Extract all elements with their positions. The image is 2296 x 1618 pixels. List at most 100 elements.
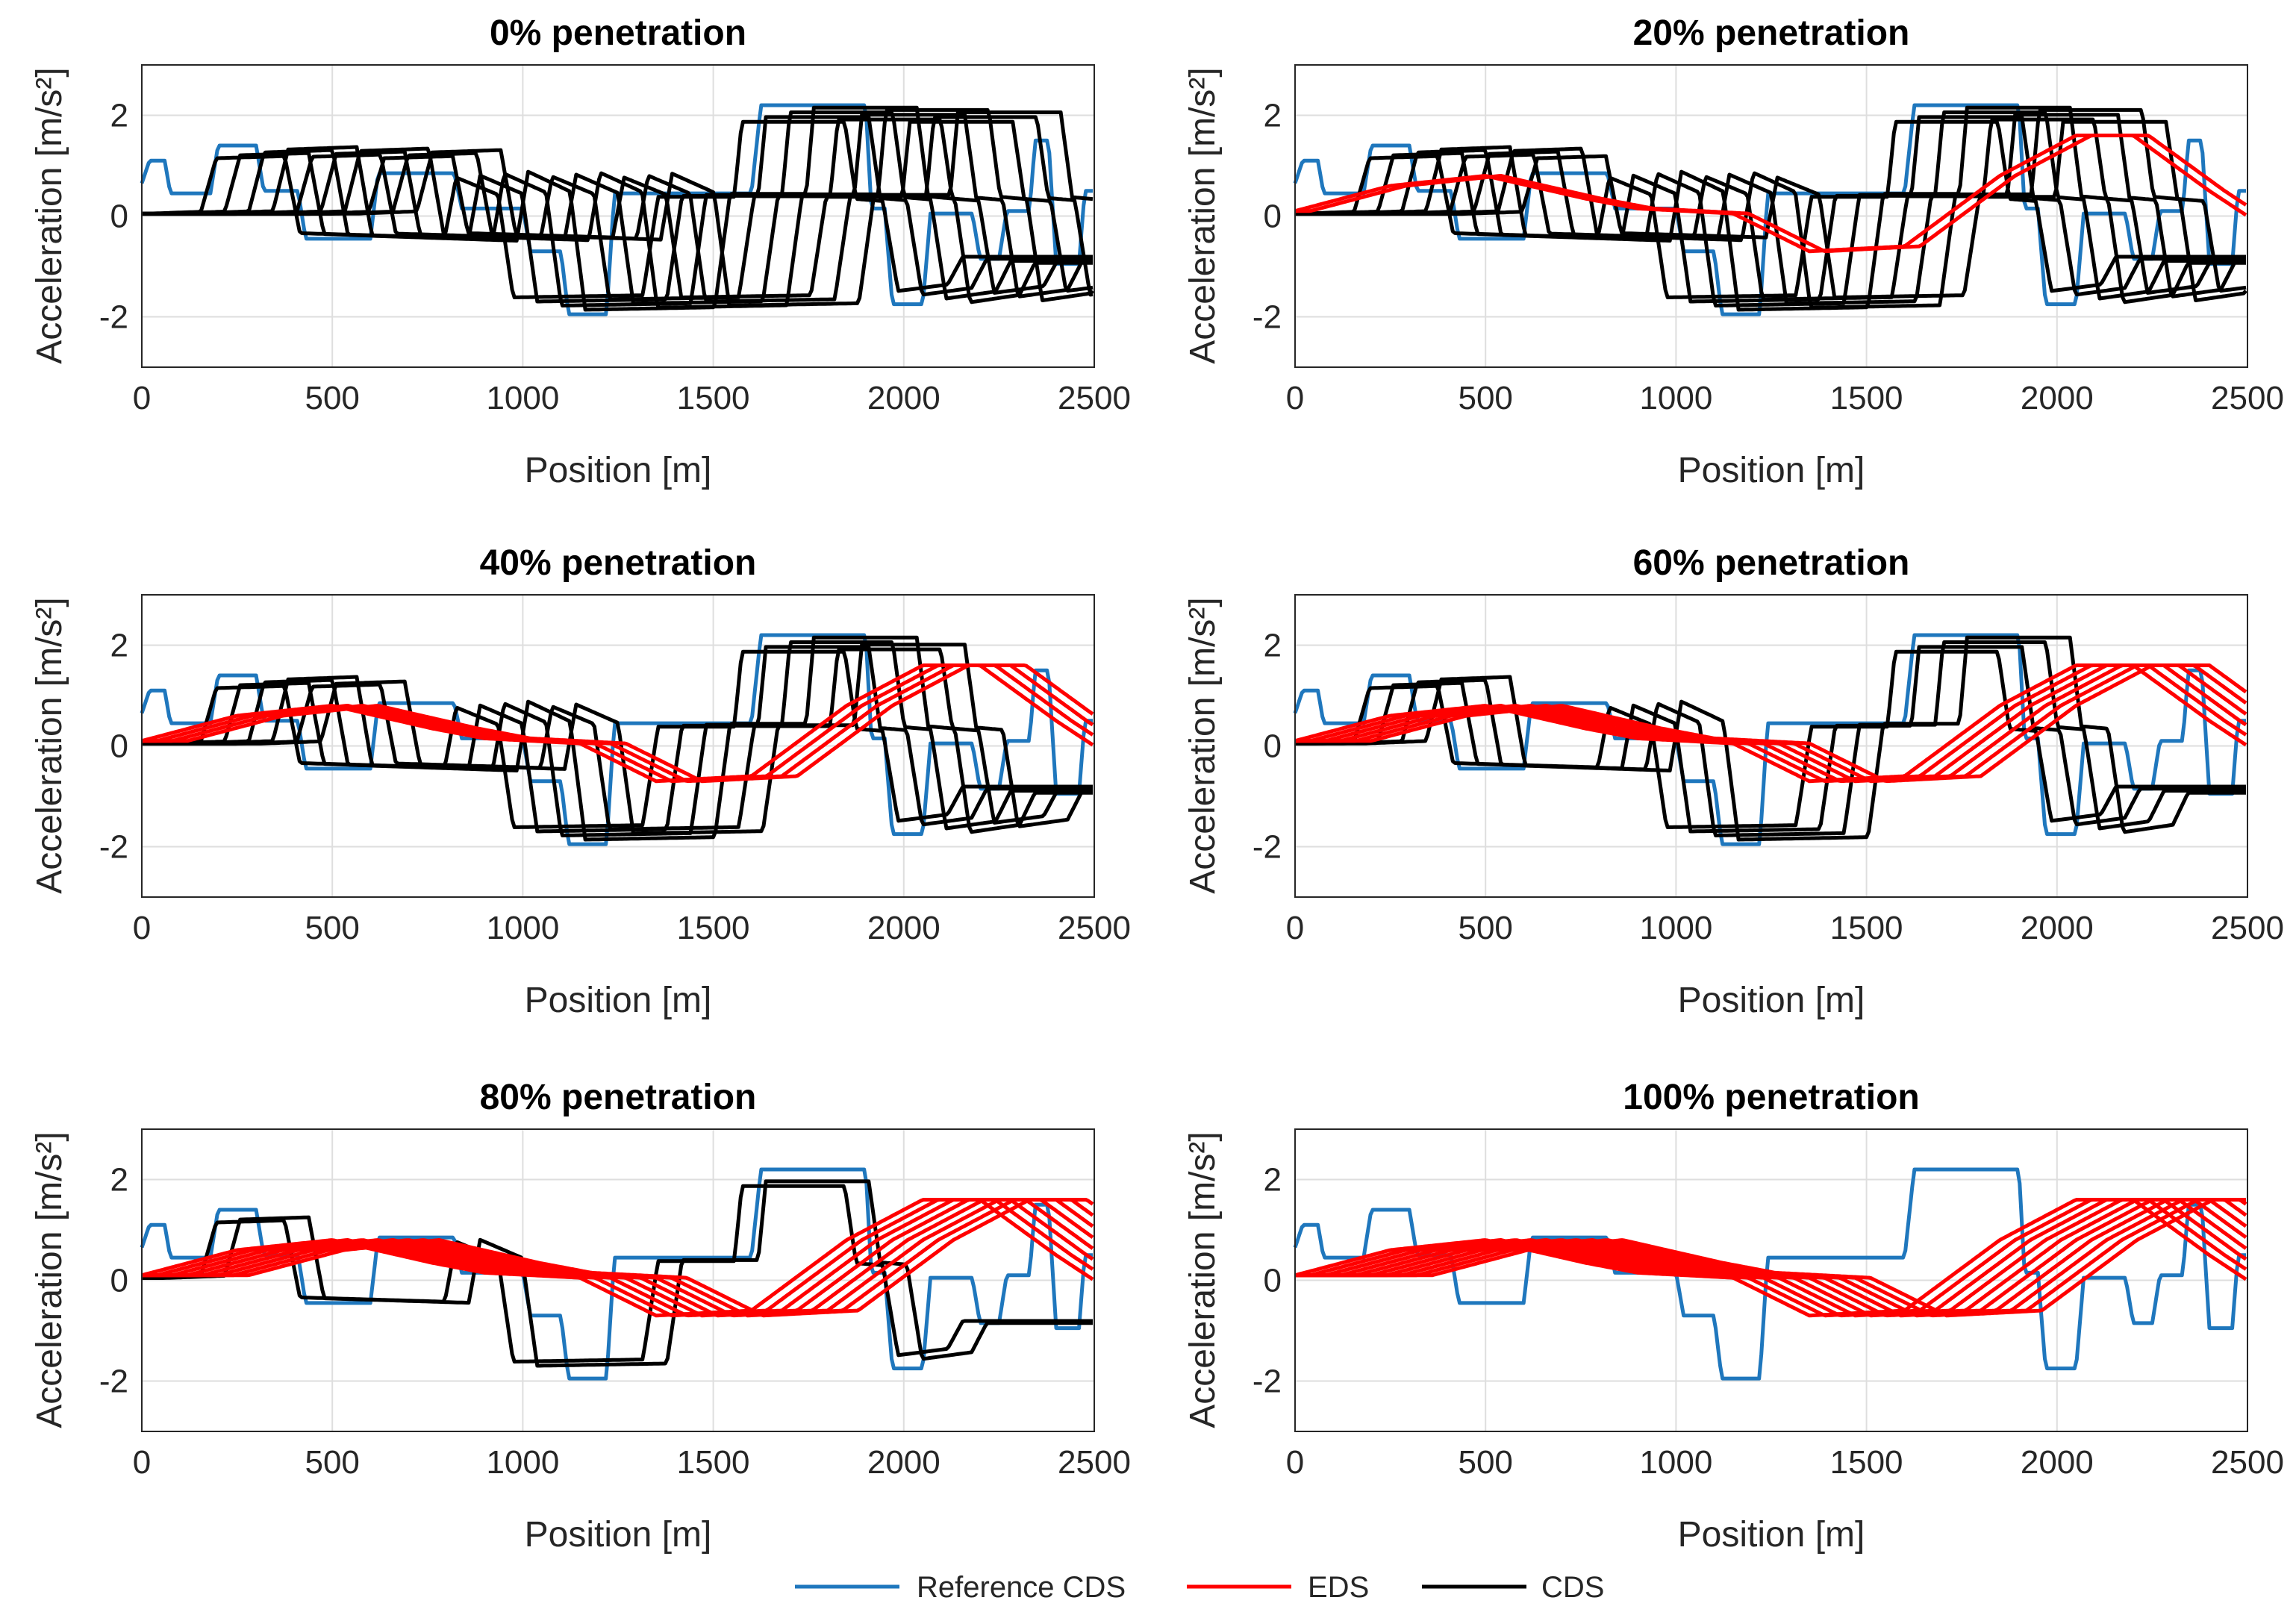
x-tick-label: 0: [133, 1444, 151, 1481]
y-axis-label: Acceleration [m/s²]: [1183, 597, 1223, 893]
x-tick-label: 2500: [2211, 1444, 2284, 1481]
x-tick-label: 1500: [1830, 380, 1903, 416]
x-tick-label: 2500: [1058, 1444, 1131, 1481]
subplot-60-percent: 0 500 1000 1500 2000 2500 -2 0 2 60% penetratio…: [1183, 543, 2284, 1020]
cds-vehicle-line: [142, 1179, 1093, 1368]
cds-vehicle-line: [142, 635, 1093, 842]
x-tick-label: 2000: [2021, 1444, 2094, 1481]
axes-box: [1294, 594, 2248, 898]
x-tick-label: 1000: [486, 1444, 559, 1481]
y-tick-label: 2: [1264, 98, 1282, 134]
y-tick-label: 0: [1264, 199, 1282, 235]
x-tick-label: 0: [1286, 380, 1304, 416]
x-tick-label: 500: [1458, 380, 1512, 416]
y-tick-label: 2: [110, 628, 128, 664]
x-tick-label: 1000: [486, 910, 559, 946]
x-tick-labels: 0 500 1000 1500 2000 2500: [133, 380, 1131, 416]
y-tick-labels: -2 0 2: [1252, 628, 1282, 866]
x-tick-label: 2000: [867, 1444, 940, 1481]
cds-vehicle-line: [1295, 640, 2246, 837]
eds-vehicle-line: [142, 1198, 1094, 1318]
x-tick-labels: 0 500 1000 1500 2000 2500: [133, 910, 1131, 946]
cds-vehicle-line: [1295, 119, 2247, 299]
y-tick-labels: -2 0 2: [1252, 98, 1282, 336]
x-axis-label: Position [m]: [1678, 1515, 1865, 1555]
y-axis-label: Acceleration [m/s²]: [30, 1131, 69, 1428]
x-tick-label: 500: [1458, 1444, 1512, 1481]
subplot-80-percent: 0 500 1000 1500 2000 2500 -2 0 2 80% penetratio…: [30, 1078, 1131, 1555]
y-tick-label: -2: [1252, 1364, 1282, 1400]
subplot-40-percent: 0 500 1000 1500 2000 2500 -2 0 2 40% penetratio…: [30, 543, 1131, 1020]
cds-vehicle-line: [142, 643, 1093, 836]
legend: Reference CDS EDS CDS: [795, 1571, 1604, 1604]
x-tick-labels: 0 500 1000 1500 2000 2500: [1286, 910, 2284, 946]
eds-vehicle-line: [1295, 134, 2247, 254]
legend-label-reference: Reference CDS: [917, 1571, 1126, 1604]
cds-series-group: [1294, 105, 2247, 312]
cds-vehicle-line: [142, 110, 1093, 307]
eds-series-group: [141, 663, 1094, 784]
y-tick-label: 0: [110, 199, 128, 235]
cds-vehicle-line: [142, 640, 1093, 837]
x-tick-label: 1500: [677, 910, 750, 946]
cds-vehicle-line: [1295, 645, 2246, 834]
legend-label-cds: CDS: [1541, 1571, 1604, 1604]
x-tick-label: 2500: [2211, 380, 2284, 416]
x-tick-label: 500: [1458, 910, 1512, 946]
x-tick-label: 1000: [486, 380, 559, 416]
x-tick-label: 1500: [1830, 910, 1903, 946]
eds-series-group: [1294, 134, 2247, 254]
y-tick-label: -2: [1252, 299, 1282, 336]
y-tick-label: -2: [1252, 829, 1282, 866]
axes-box: [1294, 1128, 2248, 1432]
subplot-100-percent: 0 500 1000 1500 2000 2500 -2 0 2 100% penetrati…: [1183, 1078, 2284, 1555]
legend-label-eds: EDS: [1308, 1571, 1369, 1604]
subplot-title: 60% penetration: [1633, 543, 1910, 583]
cds-vehicle-line: [141, 119, 1093, 299]
x-tick-label: 2000: [2021, 910, 2094, 946]
axes-box: [141, 64, 1095, 368]
x-tick-labels: 0 500 1000 1500 2000 2500: [1286, 1444, 2284, 1481]
subplot-0-percent: 0 500 1000 1500 2000 2500 -2 0 2 0% penetration…: [30, 13, 1131, 490]
cds-vehicle-line: [142, 647, 1093, 831]
x-tick-label: 1000: [1639, 380, 1712, 416]
cds-series-group: [141, 635, 1093, 842]
x-tick-labels: 0 500 1000 1500 2000 2500: [1286, 380, 2284, 416]
x-tick-label: 1000: [1639, 1444, 1712, 1481]
y-axis-label: Acceleration [m/s²]: [30, 67, 69, 363]
cds-vehicle-line: [142, 110, 1094, 307]
reference-cds-line: [140, 1167, 1093, 1381]
x-tick-label: 500: [305, 380, 359, 416]
y-tick-label: 0: [1264, 728, 1282, 765]
y-tick-labels: -2 0 2: [99, 1162, 128, 1400]
y-tick-label: 0: [110, 1263, 128, 1299]
subplot-title: 20% penetration: [1633, 13, 1910, 53]
cds-vehicle-line: [1295, 635, 2246, 842]
x-tick-label: 2500: [2211, 910, 2284, 946]
subplot-20-percent: 0 500 1000 1500 2000 2500 -2 0 2 20% penetratio…: [1183, 13, 2284, 490]
x-tick-label: 1500: [677, 1444, 750, 1481]
y-tick-label: 0: [110, 728, 128, 765]
x-tick-label: 2000: [2021, 380, 2094, 416]
y-tick-label: -2: [99, 1364, 128, 1400]
eds-vehicle-line: [1295, 663, 2247, 784]
cds-vehicle-line: [1295, 105, 2246, 312]
cds-vehicle-line: [1295, 117, 2246, 302]
x-tick-label: 0: [1286, 1444, 1304, 1481]
x-tick-label: 0: [133, 910, 151, 946]
subplot-title: 0% penetration: [490, 13, 746, 53]
cds-vehicle-line: [141, 649, 1093, 829]
cds-series-group: [141, 1179, 1093, 1368]
x-tick-labels: 0 500 1000 1500 2000 2500: [133, 1444, 1131, 1481]
y-axis-label: Acceleration [m/s²]: [1183, 67, 1223, 363]
x-tick-label: 2000: [867, 380, 940, 416]
y-tick-label: 2: [110, 1162, 128, 1199]
y-tick-labels: -2 0 2: [99, 98, 128, 336]
x-tick-label: 2500: [1058, 910, 1131, 946]
subplot-title: 100% penetration: [1623, 1078, 1919, 1117]
axes-box: [141, 594, 1095, 898]
cds-series-group: [1294, 635, 2246, 842]
cds-vehicle-line: [1295, 110, 2246, 307]
x-axis-label: Position [m]: [1678, 451, 1865, 490]
